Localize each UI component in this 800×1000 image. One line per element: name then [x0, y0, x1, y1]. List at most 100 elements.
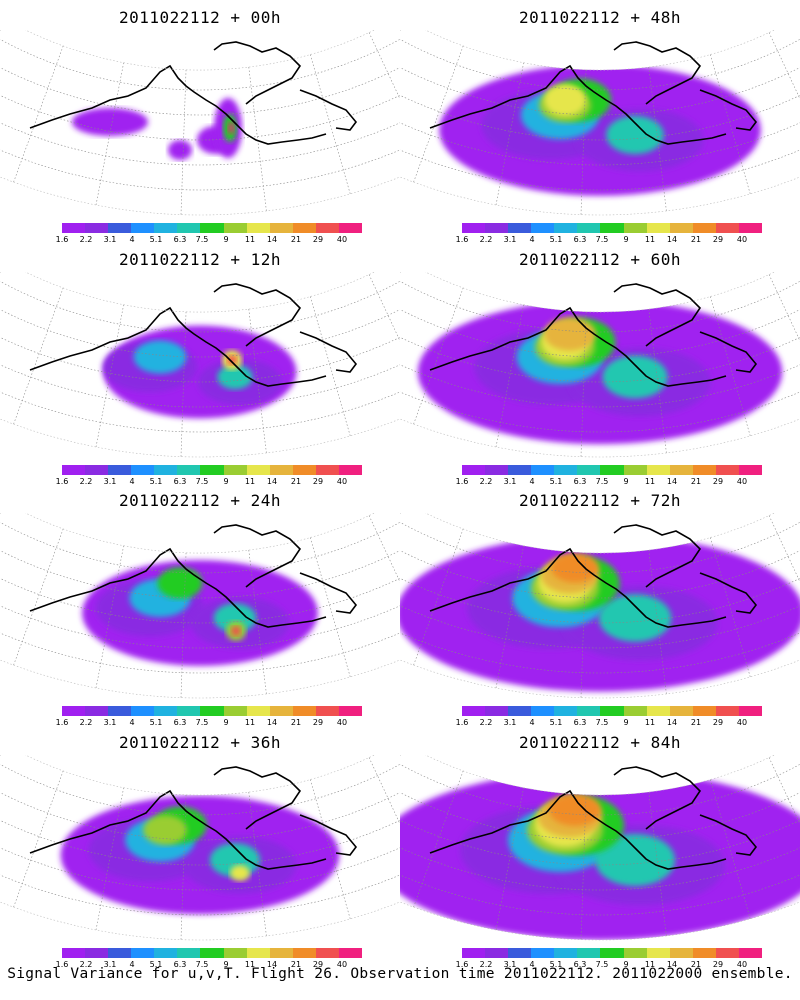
colorbar-swatch — [85, 465, 109, 475]
coastline — [613, 524, 702, 588]
graticule — [0, 30, 400, 215]
variance-map — [400, 272, 800, 458]
colorbar-tick-label: 21 — [290, 477, 302, 486]
colorbar-tick-label: 9 — [223, 718, 229, 727]
colorbar-swatch — [85, 706, 109, 716]
colorbar-swatch — [108, 706, 132, 716]
colorbar-tick-label: 6.3 — [173, 477, 187, 486]
colorbar-tick-label: 6.3 — [573, 960, 587, 969]
colorbar-swatch — [269, 948, 293, 958]
variance-map — [400, 513, 800, 699]
colorbar-tick-label: 5.1 — [549, 235, 563, 244]
colorbar-swatch — [246, 465, 270, 475]
colorbar-swatch — [338, 465, 363, 475]
colorbar-swatch — [269, 465, 293, 475]
variance-contour — [544, 84, 586, 116]
colorbar-tick-label: 11 — [644, 235, 656, 244]
coastline — [213, 766, 302, 830]
colorbar-tick-label: 14 — [666, 960, 678, 969]
panel-title: 2011022112 + 24h — [118, 491, 282, 510]
colorbar-swatch — [531, 706, 555, 716]
colorbar-ticks: 1.6 2.2 3.1 4 5.1 6.3 7.5 9 11 14 21 29 40 — [40, 477, 380, 487]
colorbar-tick-label: 4 — [129, 718, 135, 727]
colorbar-swatch — [577, 465, 601, 475]
colorbar-swatch — [462, 465, 486, 475]
colorbar-swatch — [462, 223, 486, 233]
colorbar — [462, 465, 763, 475]
colorbar-tick-label: 4 — [529, 477, 535, 486]
variance-contour — [606, 115, 664, 155]
colorbar-tick-label: 5.1 — [549, 718, 563, 727]
panel-title: 2011022112 + 48h — [518, 8, 682, 27]
colorbar-swatch — [646, 223, 670, 233]
colorbar-tick-label: 29 — [712, 960, 724, 969]
colorbar-swatch — [623, 223, 647, 233]
figure-caption: Signal Variance for u,v,T. Flight 26. Ob… — [7, 966, 793, 982]
colorbar-tick-label: 3.1 — [103, 477, 117, 486]
colorbar-tick-label: 7.5 — [195, 477, 209, 486]
variance-contour — [602, 355, 668, 399]
colorbar-tick-label: 9 — [623, 960, 629, 969]
colorbar-tick-label: 3.1 — [103, 235, 117, 244]
variance-field — [82, 560, 318, 666]
map-panel: 2011022112 + 84h 1.6 2.2 3.1 4 5.1 6.3 7.5 9 11 14… — [400, 725, 800, 969]
panel-title: 2011022112 + 12h — [118, 250, 282, 269]
colorbar-tick-label: 21 — [290, 960, 302, 969]
colorbar-tick-label: 9 — [623, 718, 629, 727]
variance-map — [400, 30, 800, 216]
colorbar-swatch — [223, 948, 247, 958]
colorbar-swatch — [554, 706, 578, 716]
variance-field — [400, 534, 800, 692]
colorbar-swatch — [177, 948, 201, 958]
colorbar-tick-label: 40 — [736, 477, 748, 486]
colorbar-tick-label: 2.2 — [79, 477, 93, 486]
map-panel: 2011022112 + 48h 1.6 2.2 3.1 4 5.1 6.3 7.5 9 11 14… — [400, 0, 800, 244]
variance-field — [60, 795, 340, 915]
variance-field — [400, 770, 800, 940]
colorbar-ticks: 1.6 2.2 3.1 4 5.1 6.3 7.5 9 11 14 21 29 40 — [440, 235, 780, 245]
colorbar — [62, 223, 363, 233]
variance-field — [439, 64, 761, 196]
colorbar-tick-label: 11 — [244, 477, 256, 486]
colorbar-swatch — [508, 706, 532, 716]
coastline — [613, 283, 702, 347]
colorbar-swatch — [485, 465, 509, 475]
colorbar-tick-label: 7.5 — [595, 235, 609, 244]
coastline — [429, 789, 727, 870]
colorbar-tick-label: 4 — [129, 477, 135, 486]
colorbar-tick-label: 7.5 — [195, 960, 209, 969]
variance-contour — [549, 794, 601, 826]
colorbar-swatch — [646, 706, 670, 716]
colorbar-swatch — [531, 465, 555, 475]
colorbar-tick-label: 29 — [712, 477, 724, 486]
colorbar-swatch — [600, 706, 624, 716]
colorbar-swatch — [554, 465, 578, 475]
colorbar-tick-label: 21 — [290, 718, 302, 727]
colorbar-tick-label: 2.2 — [479, 718, 493, 727]
colorbar — [462, 706, 763, 716]
colorbar-tick-label: 1.6 — [455, 960, 469, 969]
colorbar-swatch — [177, 223, 201, 233]
colorbar-tick-label: 11 — [244, 960, 256, 969]
colorbar-tick-label: 40 — [336, 718, 348, 727]
colorbar-swatch — [531, 223, 555, 233]
coastline — [299, 814, 358, 856]
map-panel: 2011022112 + 72h 1.6 2.2 3.1 4 5.1 6.3 7.5 9 11 14… — [400, 483, 800, 727]
colorbar-tick-label: 4 — [529, 960, 535, 969]
colorbar-tick-label: 5.1 — [149, 477, 163, 486]
colorbar-swatch — [223, 706, 247, 716]
colorbar-swatch — [62, 948, 86, 958]
variance-map — [400, 755, 800, 941]
colorbar-tick-label: 3.1 — [503, 960, 517, 969]
variance-contour — [72, 108, 148, 136]
colorbar-tick-label: 40 — [736, 718, 748, 727]
variance-contour — [228, 122, 234, 134]
coastline — [213, 524, 302, 588]
variance-field — [102, 325, 297, 419]
colorbar-tick-label: 5.1 — [149, 718, 163, 727]
coastline — [613, 41, 702, 105]
colorbar — [62, 948, 363, 958]
colorbar-tick-label: 4 — [529, 235, 535, 244]
variance-map — [0, 755, 400, 941]
colorbar-tick-label: 6.3 — [573, 477, 587, 486]
